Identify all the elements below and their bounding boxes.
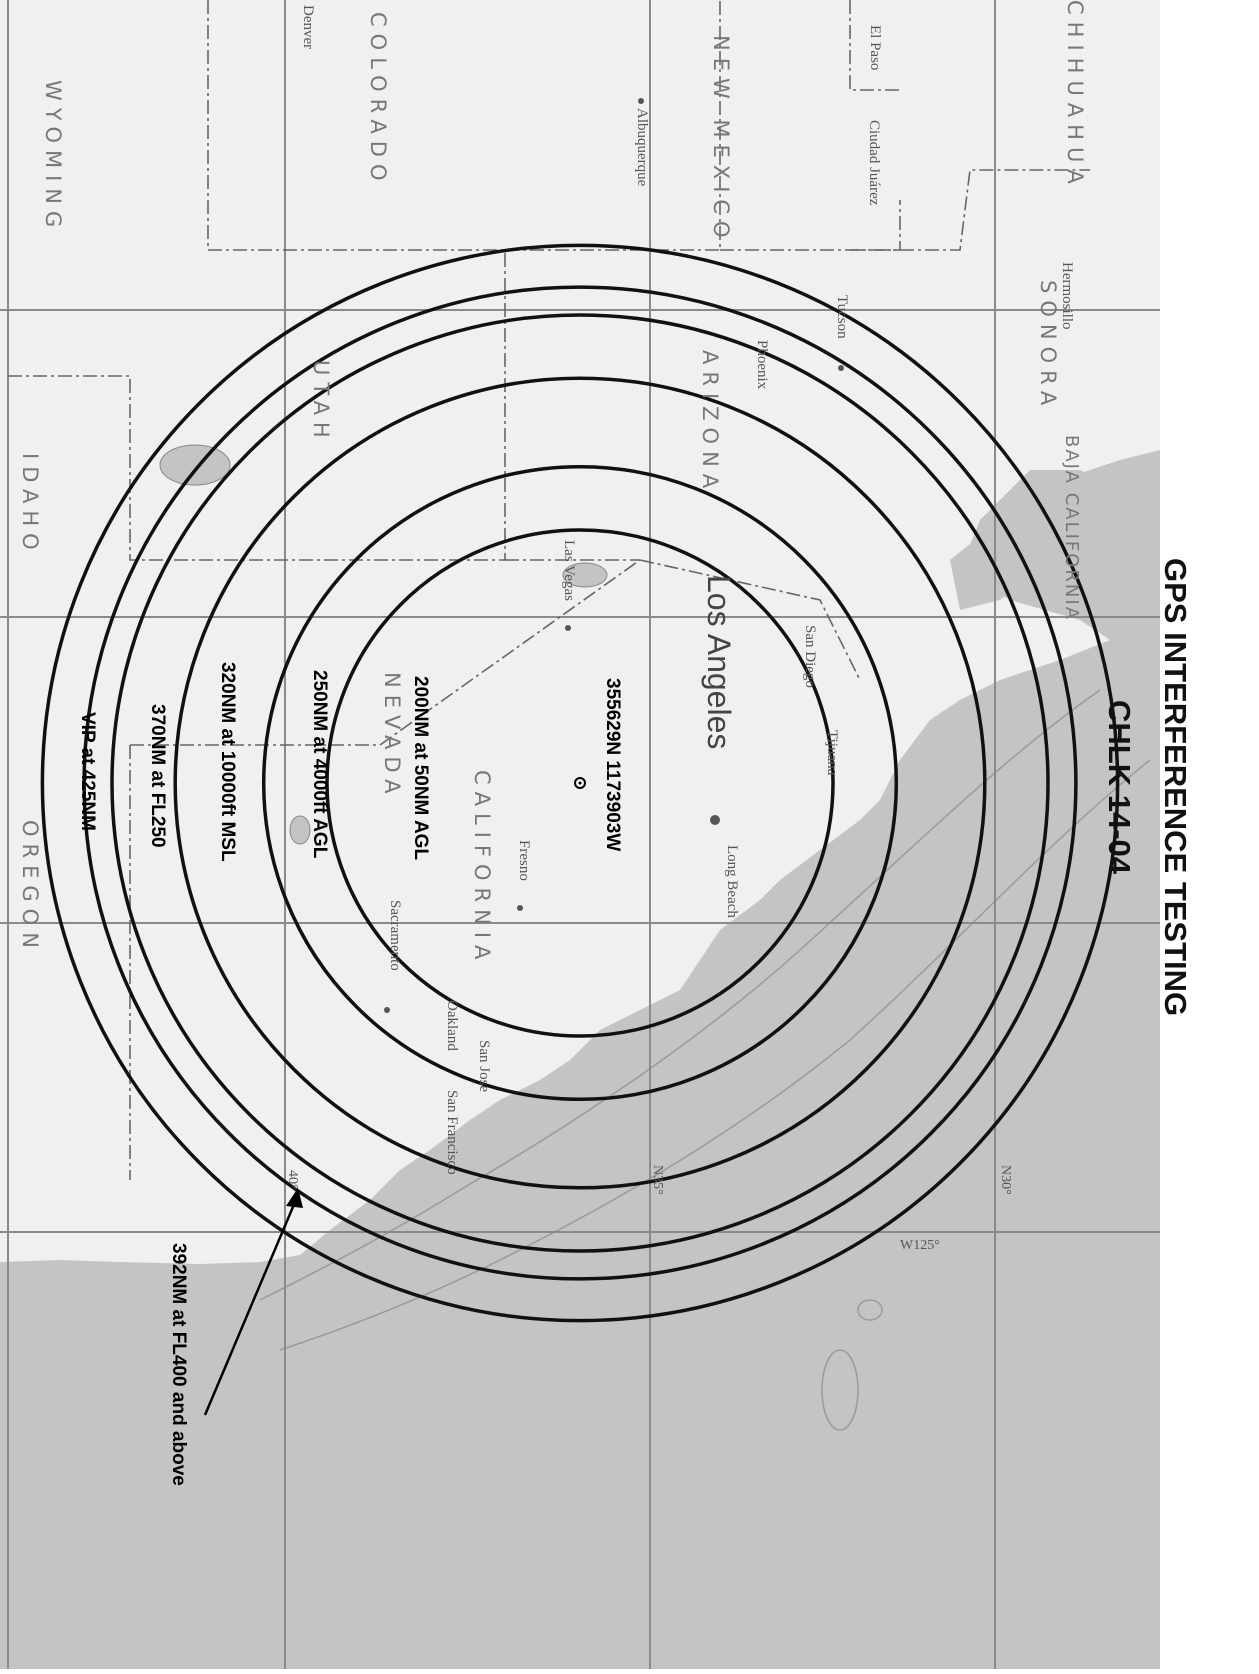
ring-label-392: 392NM at FL400 and above bbox=[168, 1243, 189, 1486]
island-1 bbox=[821, 1349, 859, 1431]
center-coordinate: 355629N 1173903W bbox=[602, 678, 623, 852]
ring-392-arrowhead bbox=[286, 1188, 303, 1208]
grid-label-n30: N30° bbox=[998, 1165, 1013, 1195]
city-ciudad-juarez: Ciudad Juárez bbox=[866, 120, 882, 206]
city-san-jose: San Jose bbox=[476, 1040, 492, 1093]
city-dot bbox=[710, 815, 720, 825]
border-east bbox=[849, 0, 900, 91]
border-ca-mx bbox=[639, 559, 861, 681]
state-utah: UTAH bbox=[309, 360, 333, 445]
city-dot bbox=[565, 625, 571, 631]
ring-425nm bbox=[40, 243, 1120, 1323]
border-us-mx bbox=[850, 169, 1090, 251]
grid-label-w125: W125° bbox=[900, 1238, 940, 1253]
state-oregon: OREGON bbox=[18, 820, 42, 955]
ring-370nm bbox=[110, 313, 1050, 1253]
border-co-nm bbox=[505, 0, 721, 251]
state-baja-california: BAJA CALIFORNIA bbox=[1061, 435, 1082, 622]
city-dot bbox=[838, 365, 844, 371]
city-albuquerque: Albuquerque bbox=[634, 108, 650, 187]
center-marker bbox=[574, 777, 586, 789]
state-arizona: ARIZONA bbox=[698, 350, 722, 496]
city-oakland: Oakland bbox=[444, 1000, 460, 1051]
city-dot bbox=[384, 1007, 390, 1013]
ring-label-370: 370NM at FL250 bbox=[147, 704, 168, 848]
state-chihuahua: CHIHUAHUA bbox=[1063, 0, 1087, 191]
ring-label-250: 250NM at 4000ft AGL bbox=[309, 670, 330, 859]
city-dots bbox=[384, 98, 844, 1013]
interference-rings bbox=[40, 243, 1120, 1323]
city-phoenix: Phoenix bbox=[754, 340, 770, 390]
state-idaho: IDAHO bbox=[18, 453, 42, 557]
border-id-wy bbox=[8, 375, 505, 561]
title-line-1: CHLK 14-04 bbox=[1102, 700, 1137, 874]
ring-392nm bbox=[82, 285, 1078, 1281]
ocean-contour bbox=[259, 689, 1101, 1301]
city-tijuana: Tijuana bbox=[824, 730, 840, 776]
city-el-paso: El Paso bbox=[867, 25, 883, 71]
city-hermosillo: Hermosillo bbox=[1059, 262, 1075, 330]
ring-200nm bbox=[325, 528, 835, 1038]
city-los-angeles: Los Angeles bbox=[701, 575, 737, 750]
city-dot bbox=[638, 98, 644, 104]
grid-label-40: 40° bbox=[285, 1170, 300, 1190]
city-sacramento: Sacramento bbox=[387, 900, 403, 971]
state-california: CALIFORNIA bbox=[470, 770, 494, 967]
city-san-diego: San Diego bbox=[802, 625, 818, 688]
lake-tahoe bbox=[289, 815, 311, 845]
city-tucson: Tucson bbox=[834, 295, 850, 339]
ring-label-200: 200NM at 50NM AGL bbox=[410, 676, 431, 861]
grid-label-n35: N35° bbox=[650, 1165, 665, 1195]
graticule bbox=[0, 0, 1160, 1669]
state-wyoming: WYOMING bbox=[41, 80, 65, 235]
state-nevada: NEVADA bbox=[380, 672, 404, 801]
city-fresno: Fresno bbox=[516, 840, 532, 881]
border-ut-co bbox=[207, 0, 506, 560]
ocean-contour-2 bbox=[279, 759, 1151, 1351]
city-las-vegas: Las Vegas bbox=[561, 540, 577, 601]
city-long-beach: Long Beach bbox=[724, 845, 740, 918]
border-ca-nv bbox=[130, 559, 641, 746]
island-2 bbox=[857, 1299, 883, 1321]
ring-label-425: VIP at 425NM bbox=[77, 712, 98, 831]
state-colorado: COLORADO bbox=[366, 12, 390, 188]
city-denver: Denver bbox=[300, 5, 316, 50]
land-mass bbox=[0, 0, 1160, 1264]
ring-250nm bbox=[261, 464, 899, 1102]
state-borders bbox=[8, 0, 1090, 1180]
title-line-2: GPS INTERFERENCE TESTING bbox=[1158, 558, 1193, 1017]
ring-320nm bbox=[173, 376, 987, 1190]
city-san-francisco: San Francisco bbox=[444, 1090, 460, 1175]
ring-label-320: 320NM at 10000ft MSL bbox=[217, 662, 238, 862]
lake-mead bbox=[562, 562, 608, 588]
center-marker-dot bbox=[578, 781, 582, 785]
salt-lake bbox=[159, 444, 231, 486]
title-band bbox=[1160, 0, 1259, 1669]
ring-392-arrow bbox=[203, 1194, 300, 1416]
state-new-mexico: NEW MEXICO bbox=[709, 35, 733, 245]
state-sonora: SONORA bbox=[1036, 280, 1060, 413]
city-dot bbox=[517, 905, 523, 911]
